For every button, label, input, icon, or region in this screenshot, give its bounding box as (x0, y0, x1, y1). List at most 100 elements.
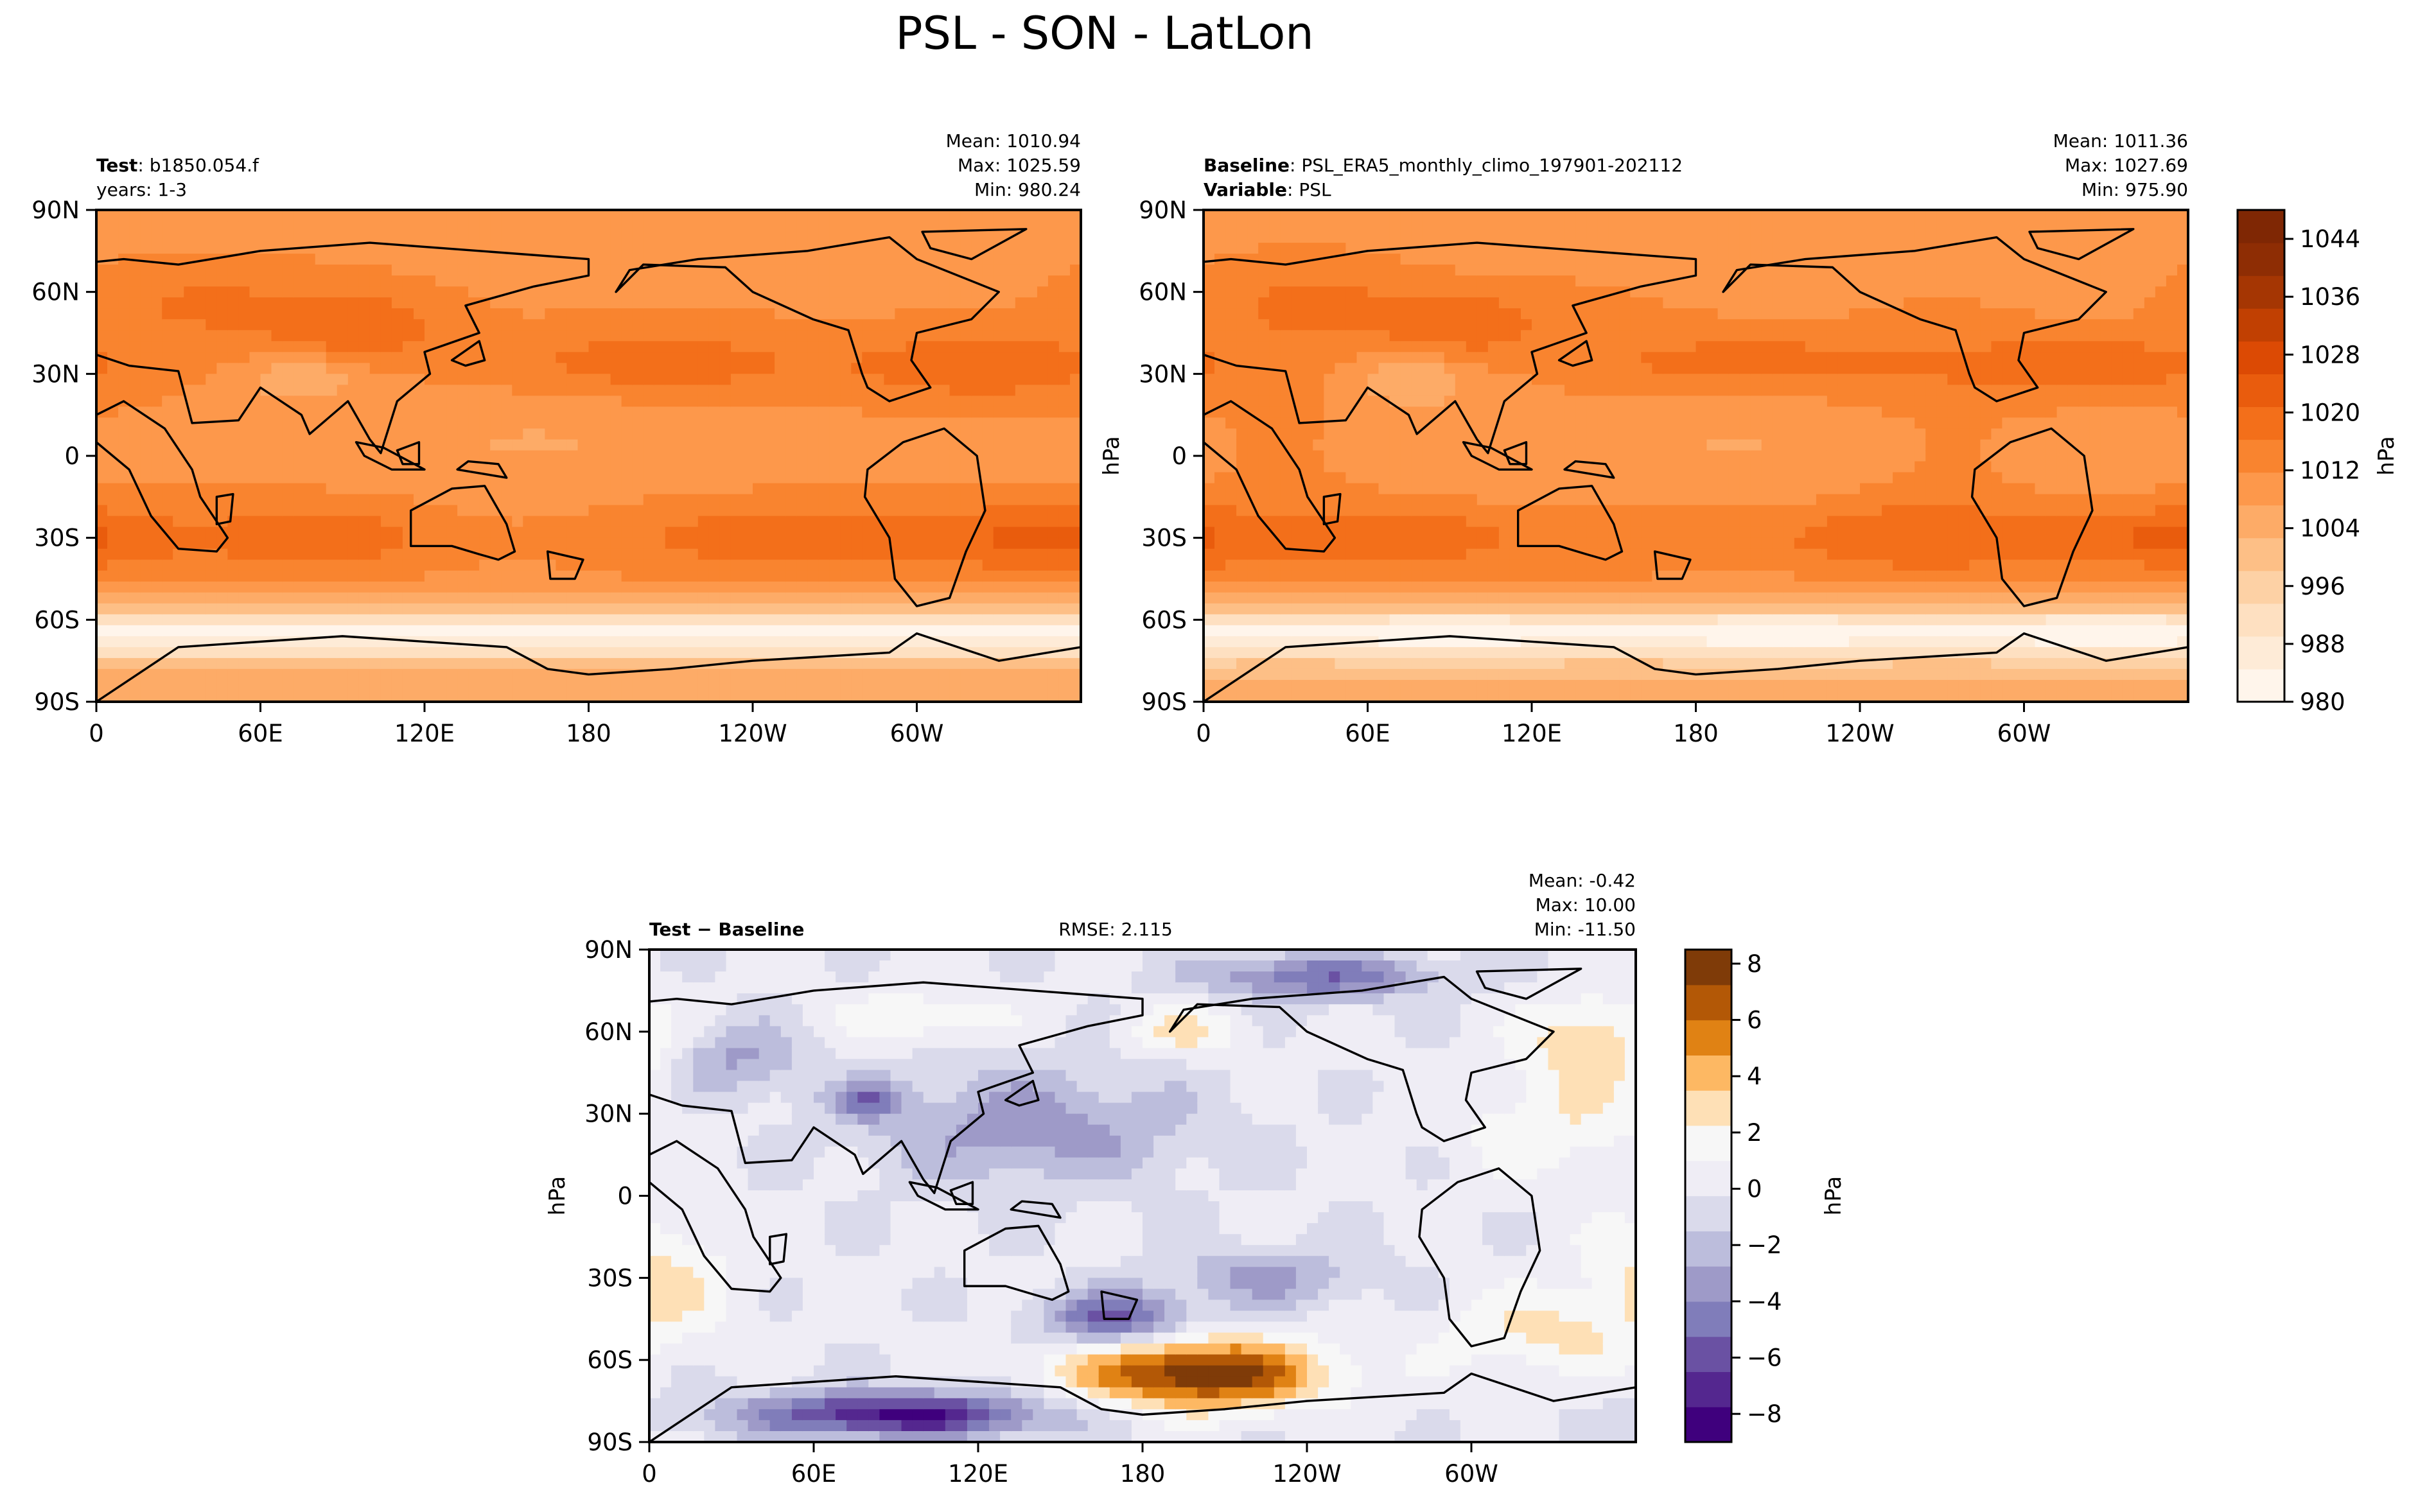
field-cell (708, 516, 721, 528)
field-cell (1367, 548, 1380, 560)
field-cell (1367, 286, 1380, 298)
field-cell (347, 625, 360, 637)
field-cell (227, 526, 240, 539)
field-cell (1204, 668, 1215, 681)
field-cell (1356, 374, 1369, 386)
field-cell (118, 330, 130, 342)
field-cell (1389, 265, 1401, 276)
field-cell (1345, 254, 1358, 265)
field-cell (512, 297, 524, 309)
field-cell (1015, 581, 1027, 593)
field-cell (971, 614, 983, 626)
field-cell (719, 559, 732, 571)
field-cell (1225, 581, 1237, 593)
field-cell (315, 559, 327, 571)
field-cell (1389, 254, 1401, 265)
field-cell (1411, 668, 1423, 681)
field-cell (151, 439, 162, 451)
field-cell (425, 680, 436, 691)
field-cell (1214, 516, 1226, 528)
field-cell (1411, 570, 1423, 582)
field-cell (402, 691, 414, 702)
field-cell (884, 472, 896, 484)
field-cell (391, 570, 403, 582)
field-cell (577, 417, 590, 430)
field-cell (151, 680, 162, 691)
field-cell (282, 439, 294, 451)
field-cell (753, 243, 764, 254)
field-cell (697, 526, 710, 539)
field-cell (1058, 363, 1071, 375)
field-cell (697, 395, 710, 408)
field-cell (534, 417, 546, 430)
field-cell (687, 319, 699, 331)
field-cell (1411, 516, 1423, 528)
field-cell (1247, 374, 1259, 386)
field-cell (184, 592, 196, 604)
field-cell (577, 319, 590, 331)
field-cell (1204, 319, 1215, 331)
field-cell (337, 297, 349, 309)
field-cell (556, 221, 568, 232)
field-cell (391, 603, 403, 615)
field-cell (195, 275, 207, 287)
field-cell (151, 450, 162, 462)
field-cell (993, 548, 1005, 560)
field-cell (960, 668, 972, 681)
field-cell (238, 472, 250, 484)
field-cell (1004, 210, 1016, 222)
field-cell (1004, 559, 1016, 571)
field-cell (479, 406, 491, 419)
field-cell (1070, 417, 1081, 430)
field-cell (708, 406, 721, 419)
field-cell (1236, 516, 1248, 528)
field-cell (347, 559, 360, 571)
field-cell (916, 352, 929, 364)
field-cell (479, 494, 491, 506)
field-cell (643, 330, 655, 342)
field-cell (1026, 505, 1038, 517)
field-cell (807, 516, 819, 528)
field-cell (556, 494, 568, 506)
field-cell (1015, 592, 1027, 604)
field-cell (982, 494, 994, 506)
field-cell (730, 505, 742, 517)
field-cell (545, 297, 557, 309)
field-cell (588, 417, 600, 430)
field-cell (173, 265, 184, 276)
field-cell (534, 461, 546, 473)
field-cell (588, 308, 600, 320)
field-cell (643, 614, 655, 626)
field-cell (654, 406, 666, 419)
field-cell (140, 537, 152, 550)
field-cell (796, 592, 808, 604)
field-cell (697, 570, 710, 582)
field-cell (577, 395, 590, 408)
field-cell (610, 483, 622, 495)
field-cell (293, 657, 305, 670)
field-cell (1026, 221, 1038, 232)
field-cell (1026, 308, 1038, 320)
field-cell (621, 428, 633, 440)
field-cell (184, 526, 196, 539)
field-cell (764, 614, 775, 626)
field-cell (719, 505, 732, 517)
field-cell (621, 625, 633, 637)
field-cell (446, 526, 458, 539)
field-cell (895, 330, 907, 342)
field-cell (687, 636, 699, 648)
field-cell (195, 341, 207, 353)
field-cell (960, 516, 972, 528)
field-cell (742, 668, 753, 681)
field-cell (140, 559, 152, 571)
field-cell (1026, 592, 1038, 604)
field-cell (173, 275, 184, 287)
field-cell (402, 374, 414, 386)
field-cell (107, 297, 119, 309)
field-cell (676, 614, 688, 626)
field-cell (1367, 483, 1380, 495)
field-cell (1367, 352, 1380, 364)
field-cell (512, 363, 524, 375)
field-cell (1367, 232, 1380, 243)
